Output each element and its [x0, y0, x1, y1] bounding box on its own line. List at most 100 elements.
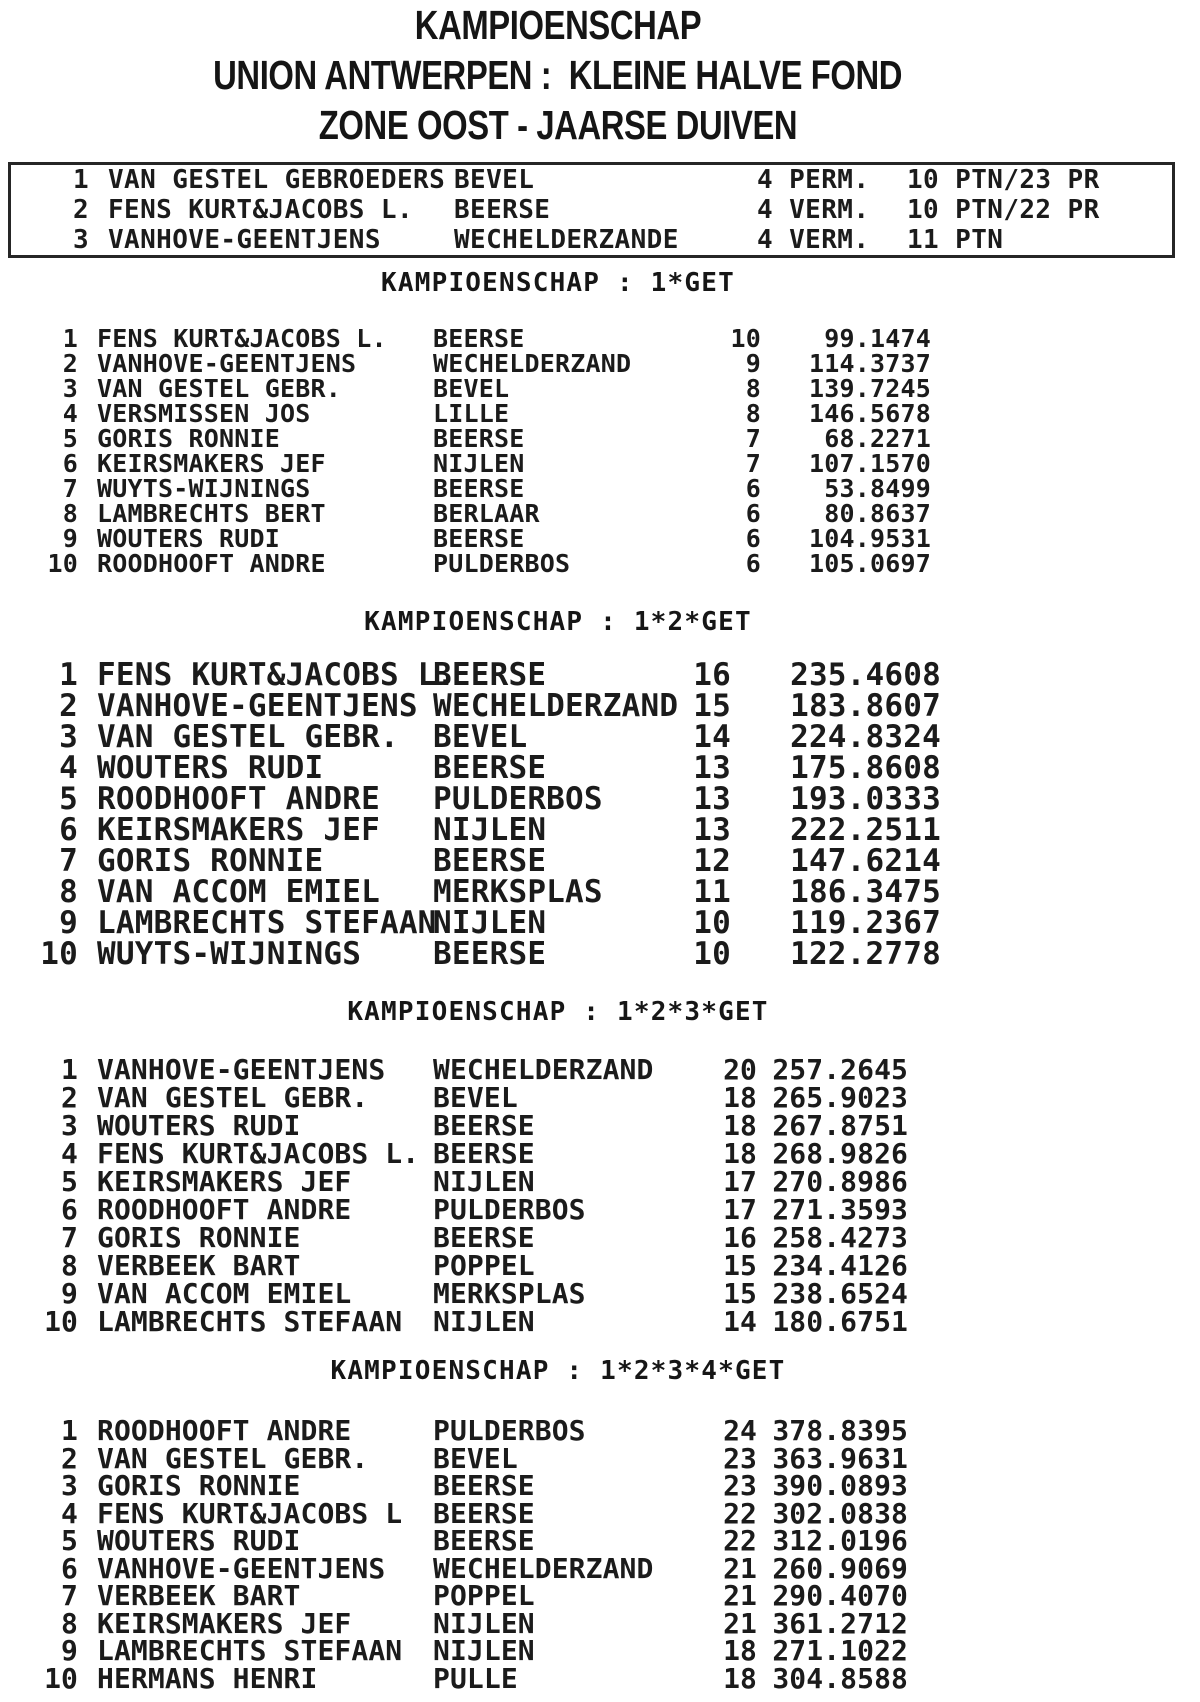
count-cell: 20 [723, 1053, 757, 1086]
table-row: 5 ROODHOOFT ANDRE PULDERBOS 13 193.0333 [0, 784, 1200, 815]
count-cell: 21 [723, 1606, 757, 1640]
name-cell: LAMBRECHTS BERT [97, 499, 326, 528]
rank-cell: 2 [62, 349, 78, 378]
table-row: 1 VANHOVE-GEENTJENS WECHELDERZAND 20 257… [0, 1056, 1200, 1084]
rank-cell: 6 [59, 812, 78, 848]
points-cell: 122.2778 [790, 936, 941, 972]
count-cell: 23 [723, 1441, 757, 1475]
rank-cell: 10 [44, 1305, 78, 1338]
count-cell: 11 [693, 874, 731, 910]
table-row: 4 WOUTERS RUDI BEERSE 13 175.8608 [0, 753, 1200, 784]
table-row: 8 VAN ACCOM EMIEL MERKSPLAS 11 186.3475 [0, 877, 1200, 908]
section-header-1x2xget: KAMPIOENSCHAP : 1*2*GET [364, 607, 752, 637]
rank-cell: 3 [61, 1469, 78, 1502]
name-cell: WOUTERS RUDI [97, 524, 281, 553]
name-cell: VERSMISSEN JOS [97, 399, 311, 428]
points-cell: 363.9631 [772, 1441, 908, 1475]
rank-cell: 7 [59, 843, 78, 879]
table-row: 4 FENS KURT&JACOBS L BEERSE 22 302.0838 [0, 1496, 1200, 1530]
points-cell: 361.2712 [772, 1606, 908, 1640]
races-cell: 4 VERM. [757, 225, 870, 255]
table-row: 9 VAN ACCOM EMIEL MERKSPLAS 15 238.6524 [0, 1280, 1200, 1308]
rank-cell: 5 [62, 424, 78, 453]
city-cell: WECHELDERZANDE [454, 225, 679, 255]
name-cell: VAN GESTEL GEBR. [97, 374, 342, 403]
points-cell: 147.6214 [790, 843, 941, 879]
points-cell: 10 PTN/23 PR [907, 165, 1100, 195]
points-cell: 268.9826 [772, 1137, 908, 1170]
name-cell: FENS KURT&JACOBS L [97, 1496, 403, 1530]
summary-row: 2 FENS KURT&JACOBS L. BEERSE 4 VERM. 10 … [11, 195, 1172, 225]
count-cell: 21 [723, 1579, 757, 1612]
rank-cell: 7 [61, 1579, 78, 1612]
rank-cell: 4 [61, 1137, 78, 1170]
points-cell: 271.3593 [772, 1193, 908, 1226]
city-cell: BEERSE [433, 936, 547, 972]
name-cell: VAN GESTEL GEBR. [97, 719, 399, 755]
name-cell: KEIRSMAKERS JEF [97, 449, 326, 478]
points-cell: 175.8608 [790, 750, 941, 786]
table-row: 6 ROODHOOFT ANDRE PULDERBOS 17 271.3593 [0, 1196, 1200, 1224]
ranking-table-1x2x3xget: 1 VANHOVE-GEENTJENS WECHELDERZAND 20 257… [0, 1056, 1200, 1336]
races-cell: 4 PERM. [757, 165, 870, 195]
title-line-1: KAMPIOENSCHAP [0, 0, 1116, 50]
overall-champions-box: 1 VAN GESTEL GEBROEDERS BEVEL 4 PERM. 10… [8, 162, 1175, 258]
city-cell: LILLE [433, 399, 510, 428]
rank-cell: 5 [61, 1524, 78, 1557]
ranking-table-1x2xget: 1 FENS KURT&JACOBS L. BEERSE 16 235.4608… [0, 660, 1200, 970]
rank-cell: 4 [62, 399, 78, 428]
count-cell: 7 [745, 449, 761, 478]
points-cell: 222.2511 [790, 812, 941, 848]
rank-cell: 6 [61, 1551, 78, 1585]
rank-cell: 8 [59, 874, 78, 910]
table-row: 10 WUYTS-WIJNINGS BEERSE 10 122.2778 [0, 939, 1200, 970]
table-row: 10 HERMANS HENRI PULLE 18 304.8588 [0, 1664, 1200, 1693]
city-cell: NIJLEN [433, 1606, 535, 1640]
table-row: 1 FENS KURT&JACOBS L. BEERSE 10 99.1474 [0, 326, 1200, 351]
city-cell: BEERSE [433, 657, 547, 693]
count-cell: 8 [745, 399, 761, 428]
points-cell: 390.0893 [772, 1469, 908, 1502]
name-cell: VANHOVE-GEENTJENS [108, 225, 381, 255]
table-row: 2 VANHOVE-GEENTJENS WECHELDERZAND 15 183… [0, 691, 1200, 722]
name-cell: LAMBRECHTS STEFAAN [97, 905, 437, 941]
city-cell: BEERSE [433, 1496, 535, 1530]
title-line-3: ZONE OOST - JAARSE DUIVEN [0, 100, 1116, 150]
rank-cell: 10 [47, 549, 78, 578]
count-cell: 10 [730, 324, 761, 353]
count-cell: 17 [723, 1165, 757, 1198]
name-cell: ROODHOOFT ANDRE [97, 1193, 352, 1226]
count-cell: 13 [693, 812, 731, 848]
points-cell: 104.9531 [808, 524, 931, 553]
name-cell: VANHOVE-GEENTJENS [97, 349, 357, 378]
city-cell: BEVEL [433, 719, 528, 755]
rank-cell: 3 [72, 225, 89, 255]
count-cell: 18 [723, 1634, 757, 1667]
table-row: 8 LAMBRECHTS BERT BERLAAR 6 80.8637 [0, 501, 1200, 526]
rank-cell: 3 [59, 719, 78, 755]
ranking-table-1xget: 1 FENS KURT&JACOBS L. BEERSE 10 99.1474 … [0, 326, 1200, 576]
table-row: 3 VAN GESTEL GEBR. BEVEL 8 139.7245 [0, 376, 1200, 401]
document-title: KAMPIOENSCHAP UNION ANTWERPEN : KLEINE H… [0, 0, 1116, 150]
city-cell: PULDERBOS [433, 549, 571, 578]
table-row: 1 FENS KURT&JACOBS L. BEERSE 16 235.4608 [0, 660, 1200, 691]
count-cell: 18 [723, 1109, 757, 1142]
points-cell: 302.0838 [772, 1496, 908, 1530]
name-cell: VERBEEK BART [97, 1249, 301, 1282]
count-cell: 10 [693, 936, 731, 972]
count-cell: 6 [745, 524, 761, 553]
name-cell: KEIRSMAKERS JEF [97, 812, 380, 848]
points-cell: 119.2367 [790, 905, 941, 941]
count-cell: 14 [693, 719, 731, 755]
name-cell: FENS KURT&JACOBS L. [97, 1137, 420, 1170]
city-cell: BEERSE [433, 1469, 535, 1502]
count-cell: 18 [723, 1081, 757, 1114]
table-row: 5 KEIRSMAKERS JEF NIJLEN 17 270.8986 [0, 1168, 1200, 1196]
points-cell: 80.8637 [824, 499, 931, 528]
city-cell: BERLAAR [433, 499, 540, 528]
rank-cell: 8 [62, 499, 78, 528]
rank-cell: 1 [61, 1414, 78, 1447]
city-cell: BEVEL [454, 165, 535, 195]
points-cell: 234.4126 [772, 1249, 908, 1282]
